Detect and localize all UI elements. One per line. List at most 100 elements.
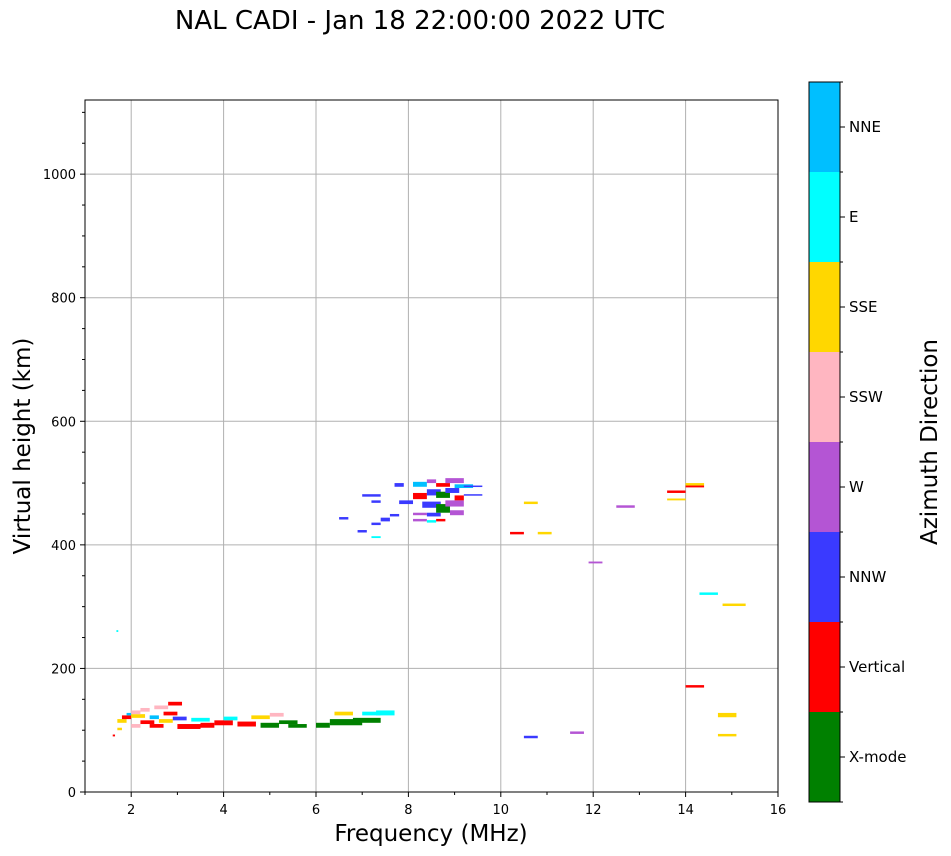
y-tick-label: 800 [51,292,76,307]
x-tick-label: 2 [127,803,135,818]
data-point [436,491,450,498]
data-point [685,485,705,488]
data-point [717,733,737,737]
data-point [172,716,187,721]
data-point [339,517,349,520]
data-point [389,513,400,517]
data-point [588,561,603,564]
y-tick-label: 0 [68,786,76,801]
data-point [168,701,183,706]
colorbar-label-ssw: SSW [849,388,883,406]
data-point [426,520,437,523]
data-point [191,717,210,722]
data-point [214,720,233,726]
data-point [371,500,381,503]
data-point [177,724,201,729]
data-point [260,722,280,728]
data-point [288,724,307,728]
data-point [667,490,686,493]
data-points [112,478,746,739]
data-point [445,478,464,484]
y-tick-label: 600 [51,415,76,430]
data-point [463,485,483,488]
data-point [436,483,450,487]
data-point [362,494,381,497]
data-point [334,711,353,716]
plot-frame [84,99,779,793]
data-point [140,707,150,712]
data-point [463,494,483,496]
data-point [112,734,116,737]
colorbar-segment [809,532,840,622]
data-point [717,712,737,718]
colorbar-segment [809,352,840,442]
data-point [449,510,464,516]
data-point [352,717,381,723]
data-point [117,727,122,731]
data-point [422,501,441,508]
data-point [362,711,381,716]
data-point [685,483,705,486]
data-point [380,517,390,522]
data-point [413,481,427,487]
data-point [413,518,427,522]
data-point [140,720,155,725]
data-point [394,483,404,487]
data-point [510,531,524,535]
colorbar-segment [809,622,840,712]
y-tick-label: 200 [51,662,76,677]
colorbar-label-x-mode: X-mode [849,748,906,766]
data-point [523,501,538,505]
data-point [131,714,146,718]
colorbar-label-nne: NNE [849,118,881,136]
colorbar-label-vertical: Vertical [849,658,905,676]
data-point [523,735,538,739]
colorbar-segment [809,82,840,172]
data-point [121,715,132,720]
data-point [154,705,169,710]
x-tick-label: 16 [770,803,787,818]
data-point [200,722,215,728]
data-point [237,721,256,727]
data-point [426,512,441,517]
colorbar-segment [809,712,840,802]
colorbar-label-w: W [849,478,864,496]
data-point [371,536,381,539]
data-point [149,715,159,720]
data-point [269,712,284,717]
data-point [376,710,395,716]
data-point [436,504,450,513]
data-point [454,495,464,501]
data-point [722,603,746,607]
plot-area [85,100,778,792]
colorbar-segment [809,262,840,352]
data-point [149,724,164,728]
colorbar-label-sse: SSE [849,298,878,316]
data-point [445,488,460,493]
data-point [126,712,132,716]
colorbar: X-mode Vertical NNW W SSW SSE E NNE [808,81,906,803]
colorbar-label: Azimuth Direction [917,339,943,545]
data-point [426,479,437,484]
data-point [251,715,270,720]
data-point [371,522,381,526]
data-point [131,724,141,728]
data-point [570,731,584,734]
data-point [413,512,427,516]
y-axis-label: Virtual height (km) [10,338,36,555]
data-point [436,518,446,522]
x-tick-label: 10 [493,803,510,818]
data-point [537,531,552,535]
y-axis: 0 200 400 600 800 1000 [43,111,85,801]
data-point [163,711,178,716]
data-point [279,720,298,725]
data-point [445,500,464,507]
colorbar-frame [808,81,841,803]
x-tick-label: 12 [585,803,602,818]
data-point [316,722,330,728]
data-point [116,630,119,632]
data-point [685,685,705,688]
x-axis-label: Frequency (MHz) [334,821,527,847]
data-point [131,710,141,715]
data-point [616,505,635,508]
